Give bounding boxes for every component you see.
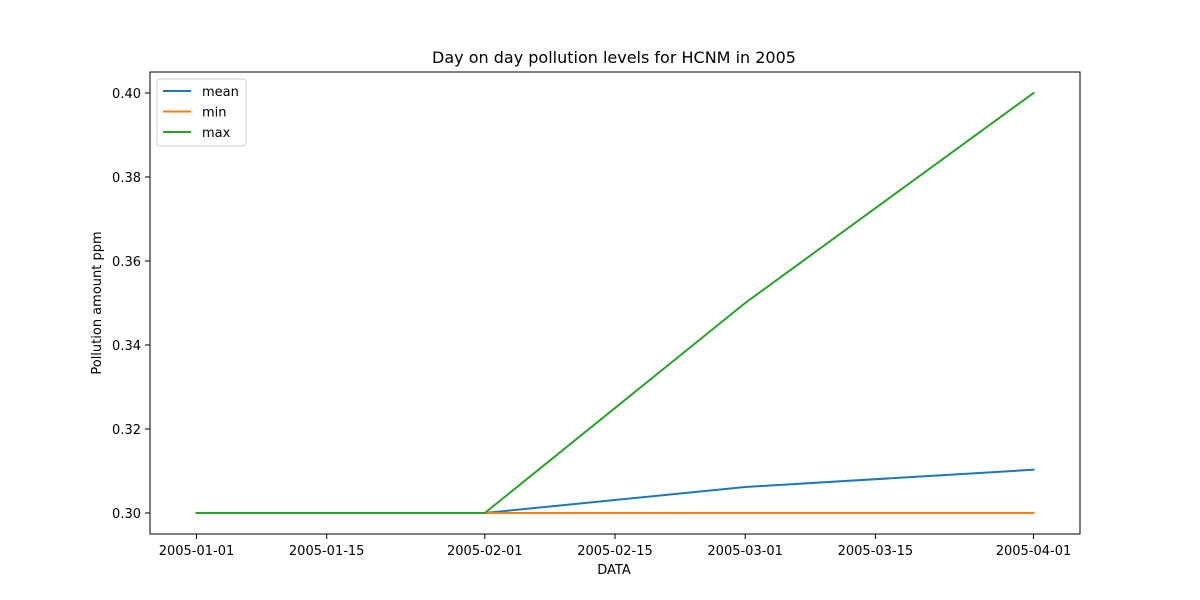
legend-label-min: min xyxy=(202,106,227,121)
series-line-mean xyxy=(195,468,1035,514)
legend: mean min max xyxy=(156,78,247,147)
y-axis-label: Pollution amount ppm xyxy=(90,231,105,374)
y-tick-label: 0.36 xyxy=(112,255,141,270)
x-tick-label: 2005-03-15 xyxy=(838,544,914,559)
plot-area-frame xyxy=(149,71,1081,535)
y-tick-label: 0.38 xyxy=(112,171,141,186)
x-tick-label: 2005-01-01 xyxy=(159,544,235,559)
legend-box xyxy=(156,78,247,147)
y-axis: 0.30 0.32 0.34 0.36 0.38 0.40 xyxy=(112,87,150,522)
y-tick-label: 0.30 xyxy=(112,507,141,522)
y-tick-label: 0.40 xyxy=(112,87,141,102)
x-axis-label: DATA xyxy=(597,563,631,578)
y-tick-label: 0.32 xyxy=(112,423,141,438)
x-tick-label: 2005-03-01 xyxy=(707,544,783,559)
x-tick-label: 2005-02-01 xyxy=(447,544,523,559)
x-axis: 2005-01-01 2005-01-15 2005-02-01 2005-02-15… xyxy=(159,534,1072,559)
x-tick-label: 2005-01-15 xyxy=(289,544,365,559)
series-line-max xyxy=(195,91,1035,514)
y-tick-label: 0.34 xyxy=(112,339,141,354)
plot-lines xyxy=(195,91,1035,514)
x-tick-label: 2005-04-01 xyxy=(996,544,1072,559)
chart-title: Day on day pollution levels for HCNM in … xyxy=(432,48,796,67)
legend-label-max: max xyxy=(202,126,231,141)
x-tick-label: 2005-02-15 xyxy=(577,544,653,559)
legend-label-mean: mean xyxy=(202,85,239,100)
